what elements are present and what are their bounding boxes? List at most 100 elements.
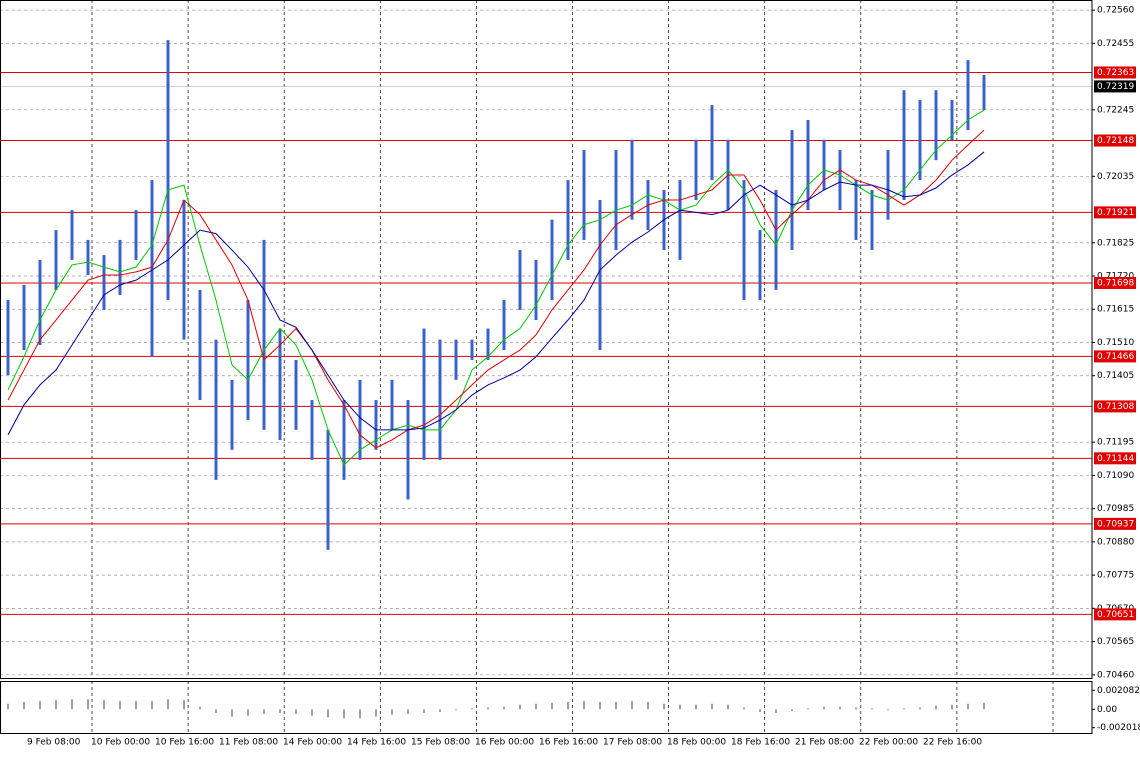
osc-bar xyxy=(199,706,201,710)
osc-bar xyxy=(439,709,441,713)
osc-frame xyxy=(0,681,1093,734)
osc-bar xyxy=(359,709,361,719)
price-bar xyxy=(822,140,826,190)
x-tick-label: 11 Feb 08:00 xyxy=(219,738,278,748)
osc-bar xyxy=(583,701,585,710)
level-label-bg xyxy=(1094,400,1136,413)
y-tick-label: 0.71090 xyxy=(1097,471,1134,481)
price-bar xyxy=(358,379,362,460)
osc-bar xyxy=(311,709,313,716)
osc-bar xyxy=(807,708,809,710)
osc-bar xyxy=(951,704,953,710)
osc-bar xyxy=(855,707,857,710)
osc-bar xyxy=(535,703,537,710)
osc-bar xyxy=(615,701,617,710)
osc-bar xyxy=(967,703,969,710)
x-tick-label: 16 Feb 00:00 xyxy=(475,738,534,748)
y-tick-label: 0.71405 xyxy=(1097,371,1134,381)
price-bar xyxy=(198,289,202,401)
price-bar xyxy=(486,328,490,360)
price-bar xyxy=(422,328,426,460)
price-bar xyxy=(374,400,378,450)
x-tick-label: 10 Feb 00:00 xyxy=(91,738,150,748)
osc-bar xyxy=(631,701,633,710)
y-tick-label: 0.71825 xyxy=(1097,238,1134,248)
osc-bar xyxy=(279,709,281,713)
osc-bar xyxy=(119,701,121,710)
price-bar xyxy=(982,75,986,111)
price-bar xyxy=(54,230,58,290)
price-bar xyxy=(694,140,698,201)
x-tick-label: 18 Feb 16:00 xyxy=(731,738,790,748)
price-bar xyxy=(758,230,762,301)
osc-bar xyxy=(407,709,409,714)
osc-bar xyxy=(215,709,217,713)
price-bar xyxy=(182,200,186,340)
current-price-bg xyxy=(1094,80,1136,93)
y-tick-label: 0.71615 xyxy=(1097,305,1134,315)
osc-bar xyxy=(87,699,89,710)
osc-bar xyxy=(551,702,553,710)
x-tick-label: 17 Feb 08:00 xyxy=(603,738,662,748)
price-bar xyxy=(678,180,682,260)
price-bar xyxy=(166,40,170,301)
price-bar xyxy=(742,180,746,301)
x-tick-label: 15 Feb 08:00 xyxy=(411,738,470,748)
price-bar xyxy=(390,379,394,430)
level-label-bg xyxy=(1094,608,1136,621)
plot-frame xyxy=(0,0,1093,679)
price-bar xyxy=(950,100,954,141)
osc-bar xyxy=(887,709,889,711)
osc-bar xyxy=(375,709,377,717)
level-label-bg xyxy=(1094,66,1136,79)
osc-bar xyxy=(7,703,9,710)
price-bar xyxy=(630,140,634,220)
y-tick-label: 0.72455 xyxy=(1097,39,1134,49)
osc-bar xyxy=(183,700,185,710)
osc-bar xyxy=(103,700,105,710)
osc-bar xyxy=(711,703,713,710)
osc-bar xyxy=(599,701,601,710)
price-bar xyxy=(342,400,346,480)
price-bar xyxy=(294,359,298,430)
price-bar xyxy=(902,90,906,201)
x-tick-label: 22 Feb 16:00 xyxy=(923,738,982,748)
y-tick-label: 0.70880 xyxy=(1097,537,1134,547)
osc-bar xyxy=(55,700,57,710)
osc-y-tick-label: 0.00 xyxy=(1097,705,1117,715)
osc-bar xyxy=(295,709,297,714)
osc-bar xyxy=(775,709,777,713)
price-bar xyxy=(774,189,778,290)
price-bar xyxy=(70,210,74,260)
level-label: 0.70651 xyxy=(1097,610,1134,620)
y-tick-label: 0.70775 xyxy=(1097,571,1134,581)
osc-y-tick-label: -0.002018 xyxy=(1097,723,1140,733)
osc-bar xyxy=(839,706,841,710)
osc-bar xyxy=(647,701,649,710)
osc-bar xyxy=(823,706,825,710)
level-label-bg xyxy=(1094,517,1136,530)
moving-average xyxy=(7,109,985,466)
osc-bar xyxy=(791,709,793,712)
osc-bar xyxy=(471,708,473,710)
x-tick-label: 10 Feb 16:00 xyxy=(155,738,214,748)
osc-bar xyxy=(23,701,25,710)
price-bar xyxy=(886,150,890,220)
price-bar xyxy=(518,250,522,310)
x-tick-label: 18 Feb 00:00 xyxy=(667,738,726,748)
y-tick-label: 0.70985 xyxy=(1097,504,1134,514)
price-bar xyxy=(278,328,282,440)
osc-bar xyxy=(343,709,345,719)
price-bar xyxy=(870,189,874,251)
osc-bar xyxy=(519,704,521,710)
osc-bar xyxy=(247,709,249,716)
price-bar xyxy=(790,130,794,251)
osc-bar xyxy=(983,702,985,710)
price-bar xyxy=(438,339,442,460)
level-label-bg xyxy=(1094,350,1136,363)
price-bar xyxy=(22,284,26,351)
price-bar xyxy=(214,339,218,480)
price-bar xyxy=(454,339,458,380)
price-bar xyxy=(6,300,10,376)
price-bar xyxy=(854,180,858,240)
